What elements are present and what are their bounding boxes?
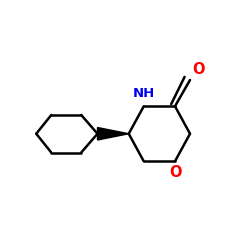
Polygon shape: [98, 128, 129, 140]
Text: O: O: [192, 62, 205, 78]
Text: O: O: [169, 165, 181, 180]
Text: NH: NH: [132, 87, 155, 100]
